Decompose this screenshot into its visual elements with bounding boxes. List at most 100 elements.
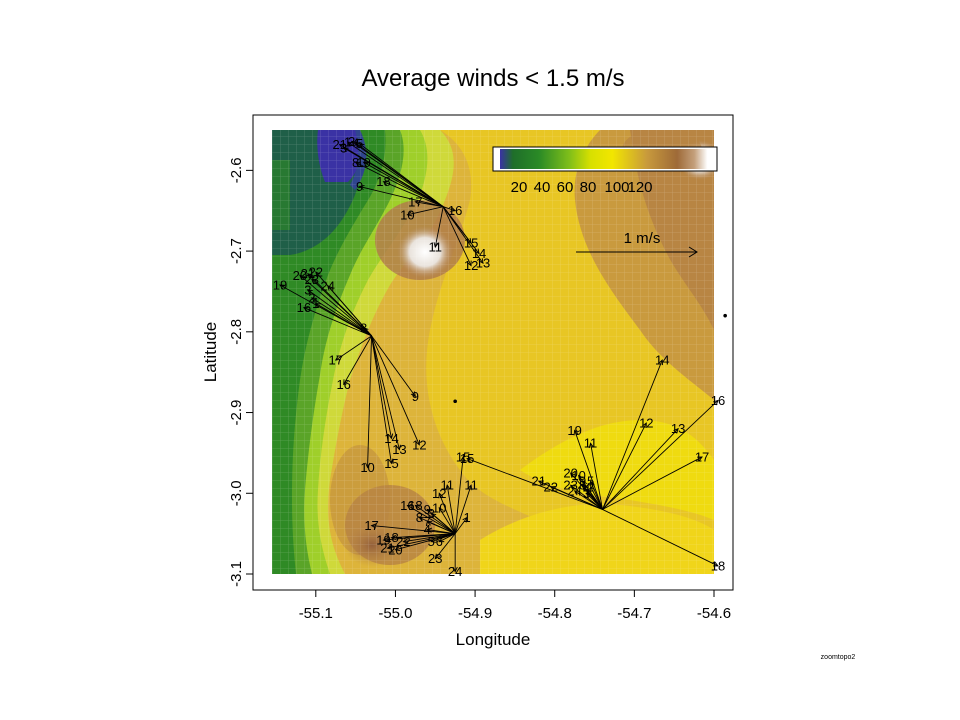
hour-label: 20 (563, 466, 577, 481)
wind-vector-head (467, 484, 473, 491)
colorbar-tick-label: 40 (534, 179, 551, 196)
hour-label: 3 (304, 282, 311, 297)
y-tick-label: -2.6 (228, 157, 245, 183)
hour-label: 14 (472, 246, 486, 261)
wind-vector (602, 456, 703, 510)
x-tick-label: -54.6 (697, 605, 731, 622)
wind-vector (590, 443, 603, 510)
wind-vector (430, 513, 456, 534)
wind-vector (442, 206, 484, 264)
wind-vector-head (279, 284, 285, 290)
hour-label: 8 (360, 320, 367, 335)
hour-label: 19 (376, 533, 390, 548)
hour-label: 18 (376, 174, 390, 189)
hour-label: 16 (336, 377, 350, 392)
wind-vector-head (388, 458, 394, 465)
wind-vector-head (426, 508, 433, 515)
wind-vector (371, 335, 420, 446)
hour-label: 5 (428, 534, 435, 549)
hour-label: 11 (440, 478, 454, 493)
hour-label: 21 (332, 137, 346, 152)
hour-label: 9 (424, 502, 431, 517)
wind-vector (574, 430, 603, 510)
wind-vector-head (311, 278, 317, 285)
hour-label: 22 (309, 265, 323, 280)
hour-label: 4 (352, 135, 359, 150)
wind-vector (438, 507, 456, 534)
y-tick-label: -2.8 (228, 319, 245, 345)
hour-label: 18 (711, 558, 725, 573)
wind-vector-head (315, 271, 321, 278)
wind-vector (315, 303, 372, 337)
wind-vector-head (299, 274, 305, 281)
wind-vector (387, 533, 456, 549)
x-tick-label: -54.8 (538, 605, 572, 622)
hour-label: 12 (412, 437, 426, 452)
hour-label: 8 (416, 510, 423, 525)
wind-vector-head (589, 480, 595, 487)
hour-label: 4 (424, 522, 431, 537)
wind-vector (359, 143, 444, 208)
colorbar-tick-label: 80 (580, 179, 597, 196)
wind-vector-head (406, 504, 413, 510)
wind-vector (343, 147, 444, 208)
wind-vector (427, 521, 456, 535)
y-tick-label: -2.9 (228, 400, 245, 426)
wind-vector (550, 486, 603, 510)
hour-label: 17 (408, 194, 422, 209)
wind-vector-head (354, 142, 361, 148)
hour-label: 19 (273, 277, 287, 292)
wind-vector-head (358, 185, 365, 191)
wind-vector-head (430, 512, 437, 519)
hour-label: 24 (321, 278, 335, 293)
y-axis: -2.6 -2.7 -2.8 -2.9 -3.0 -3.1 (228, 157, 254, 587)
wind-vector-head (415, 439, 420, 446)
hour-label: 13 (392, 442, 406, 457)
x-axis-label: Longitude (456, 630, 531, 649)
wind-vector-head (314, 303, 321, 308)
wind-vector (602, 509, 719, 567)
wind-vector (602, 400, 719, 510)
hour-label: 22 (544, 479, 558, 494)
wind-vector-head (438, 492, 444, 499)
hour-label: 11 (429, 240, 443, 255)
chart-title: Average winds < 1.5 m/s (361, 65, 624, 92)
wind-vector-head (673, 427, 679, 434)
hour-label: 11 (464, 478, 478, 493)
wind-vector (446, 485, 456, 534)
wind-vector-head (462, 516, 468, 523)
hour-label: 8 (579, 478, 586, 493)
wind-vector (443, 206, 456, 212)
wind-vector-head (362, 327, 369, 333)
hour-label: 17 (364, 518, 378, 533)
hour-label: 14 (655, 353, 669, 368)
wind-vector (363, 327, 372, 337)
y-tick-label: -3.0 (228, 480, 245, 506)
wind-vector-head (306, 289, 313, 295)
hour-label: 13 (476, 256, 490, 271)
wind-vector-head (438, 506, 444, 513)
colorbar-tick-label: 20 (511, 179, 528, 196)
wind-vector-head (466, 457, 473, 463)
wind-vector-head (370, 523, 377, 529)
wind-vector-head (578, 474, 584, 481)
hour-label: 16 (400, 498, 414, 513)
hour-label: 10 (571, 468, 585, 483)
wind-vector-head (426, 527, 433, 533)
wind-vector-head (358, 143, 365, 149)
wind-vector (574, 490, 603, 510)
hour-label: 20 (293, 268, 307, 283)
hour-label: 5 (356, 136, 363, 151)
hour-label: 3 (583, 486, 590, 501)
wind-vector (343, 335, 372, 385)
wind-vector-head (569, 472, 576, 479)
wind-vector-head (426, 520, 433, 526)
wind-vector-head (342, 147, 349, 153)
wind-vector-head (327, 285, 333, 291)
wind-vector (602, 422, 647, 510)
point-markers (453, 313, 727, 404)
hour-label: 10 (360, 460, 374, 475)
wind-vector-head (382, 180, 389, 186)
